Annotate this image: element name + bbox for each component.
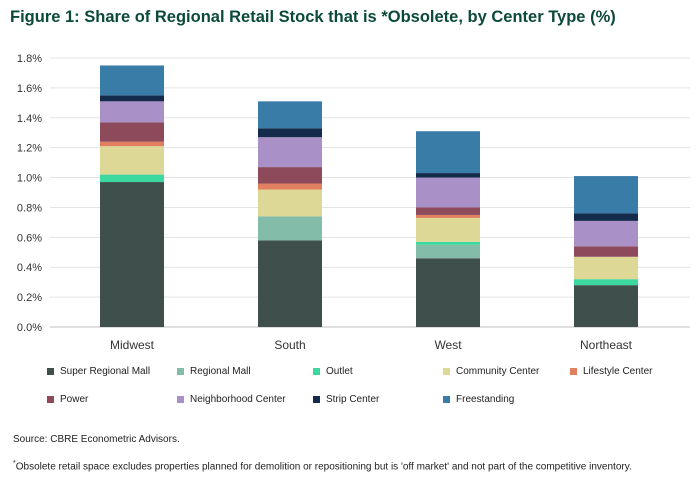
y-tick-label: 1.8% <box>17 53 42 65</box>
legend-item-power: Power <box>47 394 88 405</box>
bar-segment <box>416 244 480 259</box>
legend-swatch <box>570 368 577 375</box>
x-axis-categories: Midwest South West Northeast <box>110 338 633 352</box>
y-tick-label: 0.8% <box>17 202 42 214</box>
legend-swatch <box>177 368 184 375</box>
bar-segment <box>258 101 322 129</box>
bar-segment <box>416 177 480 208</box>
bar-segment <box>574 285 638 327</box>
x-category-label: South <box>274 338 305 352</box>
bar-segment <box>100 101 164 123</box>
legend-swatch <box>313 396 320 403</box>
legend-label: Strip Center <box>326 394 380 405</box>
legend-label: Outlet <box>326 366 353 377</box>
bar-segment <box>574 279 638 286</box>
bar-segment <box>574 176 638 214</box>
y-tick-label: 1.4% <box>17 113 42 125</box>
legend-item-freestanding: Freestanding <box>443 394 514 405</box>
bar-segment <box>258 189 322 217</box>
legend-item-super-regional-mall: Super Regional Mall <box>47 366 150 377</box>
legend-label: Lifestyle Center <box>583 366 653 377</box>
bar-segment <box>258 128 322 138</box>
bar-segment <box>416 217 480 242</box>
bar-segment <box>258 183 322 190</box>
legend-label: Neighborhood Center <box>190 394 286 405</box>
chart-title: Figure 1: Share of Regional Retail Stock… <box>10 8 616 26</box>
legend-swatch <box>443 368 450 375</box>
bar-segment <box>416 207 480 215</box>
bar-segment <box>574 246 638 257</box>
source-note: Source: CBRE Econometric Advisors. <box>13 434 180 445</box>
footnote: *Obsolete retail space excludes properti… <box>13 460 632 472</box>
bar-segment <box>100 141 164 147</box>
legend-swatch <box>47 368 54 375</box>
legend-item-community-center: Community Center <box>443 366 539 377</box>
footnote-text: Obsolete retail space excludes propertie… <box>15 461 632 473</box>
x-category-label: Northeast <box>580 338 633 352</box>
y-tick-label: 0.4% <box>17 262 42 274</box>
bar-segment <box>574 213 638 221</box>
bar-segment <box>100 146 164 175</box>
bar-segment <box>258 167 322 184</box>
bar-segment <box>416 258 480 327</box>
y-tick-label: 0.2% <box>17 292 42 304</box>
y-tick-label: 0.6% <box>17 232 42 244</box>
legend-label: Regional Mall <box>190 366 251 377</box>
y-tick-label: 1.6% <box>17 83 42 95</box>
legend-item-lifestyle-center: Lifestyle Center <box>570 366 652 377</box>
y-tick-label: 1.0% <box>17 173 42 185</box>
legend-item-neighborhood-center: Neighborhood Center <box>177 394 286 405</box>
legend-label: Community Center <box>456 366 540 377</box>
bar-segment <box>416 214 480 218</box>
legend-swatch <box>443 396 450 403</box>
legend-swatch <box>177 396 184 403</box>
bar-segment <box>416 241 480 245</box>
y-tick-label: 1.2% <box>17 143 42 155</box>
legend-label: Power <box>60 394 89 405</box>
legend-label: Freestanding <box>456 394 515 405</box>
bars <box>100 65 638 327</box>
y-tick-label: 0.0% <box>17 322 42 334</box>
bar-segment <box>574 256 638 280</box>
bar-segment <box>100 65 164 96</box>
legend-swatch <box>313 368 320 375</box>
x-category-label: West <box>434 338 462 352</box>
legend-item-regional-mall: Regional Mall <box>177 366 251 377</box>
bar-segment <box>100 174 164 183</box>
bar-segment <box>258 240 322 327</box>
y-axis-ticks: 0.0% 0.2% 0.4% 0.6% 0.8% 1.0% 1.2% 1.4% 1.6% 1.8% <box>17 53 42 334</box>
bar-segment <box>100 122 164 142</box>
x-category-label: Midwest <box>110 338 155 352</box>
bar-segment <box>100 95 164 102</box>
stacked-bar-chart: 0.0% 0.2% 0.4% 0.6% 0.8% 1.0% 1.2% 1.4% 1.6% 1.8%… <box>17 53 690 352</box>
legend-swatch <box>47 396 54 403</box>
footnote-marker: * <box>13 460 16 467</box>
bar-segment <box>574 220 638 247</box>
bar-segment <box>416 173 480 178</box>
legend-item-outlet: Outlet <box>313 366 353 377</box>
bar-segment <box>416 131 480 174</box>
legend-item-strip-center: Strip Center <box>313 394 379 405</box>
legend-label: Super Regional Mall <box>60 366 151 377</box>
bar-segment <box>258 137 322 168</box>
bar-segment <box>258 216 322 241</box>
bar-segment <box>100 182 164 327</box>
